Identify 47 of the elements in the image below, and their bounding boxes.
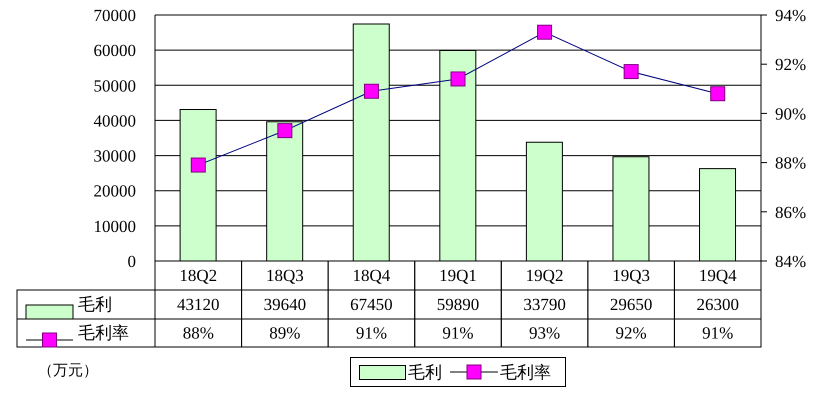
y-tick-label: 20000 [94,182,136,201]
data-label: 33790 [523,295,566,314]
y2-tick-label: 84% [775,252,806,272]
text: （万元） [38,362,98,380]
x-tick-label: 18Q4 [352,266,391,285]
data-label: 91% [442,324,474,342]
point [277,123,292,138]
text: 毛利率 [500,362,551,382]
y2-tick-label: 88% [775,154,806,173]
data-label: 39640 [264,295,306,314]
point [537,24,552,40]
data-label: 43120 [177,295,220,314]
y-tick-label: 50000 [94,76,136,96]
data-label: 89% [269,324,300,342]
legend-label: 毛利 [78,295,112,314]
point [450,71,466,86]
y2-tick-label: 92% [775,55,806,74]
data-label: 92% [616,324,647,342]
x-tick-label: 19Q1 [439,266,477,285]
data-label: 93% [528,324,560,342]
data-label: 67450 [350,295,393,314]
y-tick-label: 30000 [94,146,136,166]
point [624,64,639,80]
x-tick-label: 18Q3 [266,266,304,285]
x-tick-label: 19Q4 [698,266,738,285]
y-tick-label: 10000 [94,216,136,236]
x-tick-label: 19Q2 [526,266,564,285]
data-label: 29650 [610,295,652,314]
data-label: 91% [356,324,388,342]
y-tick-label: 70000 [94,6,136,26]
y2-tick-label: 94% [775,6,806,26]
y2-tick-label: 86% [775,202,806,222]
data-label: 88% [182,324,214,342]
point [710,86,726,102]
y-tick-label: 0 [128,252,136,272]
x-tick-label: 19Q3 [612,266,650,285]
y-tick-label: 60000 [94,41,136,60]
x-tick-label: 18Q2 [179,266,218,285]
point [190,158,206,173]
y2-tick-label: 90% [775,104,806,124]
point [364,84,379,99]
y-tick-label: 40000 [94,111,136,130]
data-label: 59890 [436,295,480,314]
legend-label: 毛利率 [78,324,129,342]
data-label: 91% [702,324,734,342]
text: 毛利 [408,362,442,382]
data-label: 26300 [696,295,739,314]
